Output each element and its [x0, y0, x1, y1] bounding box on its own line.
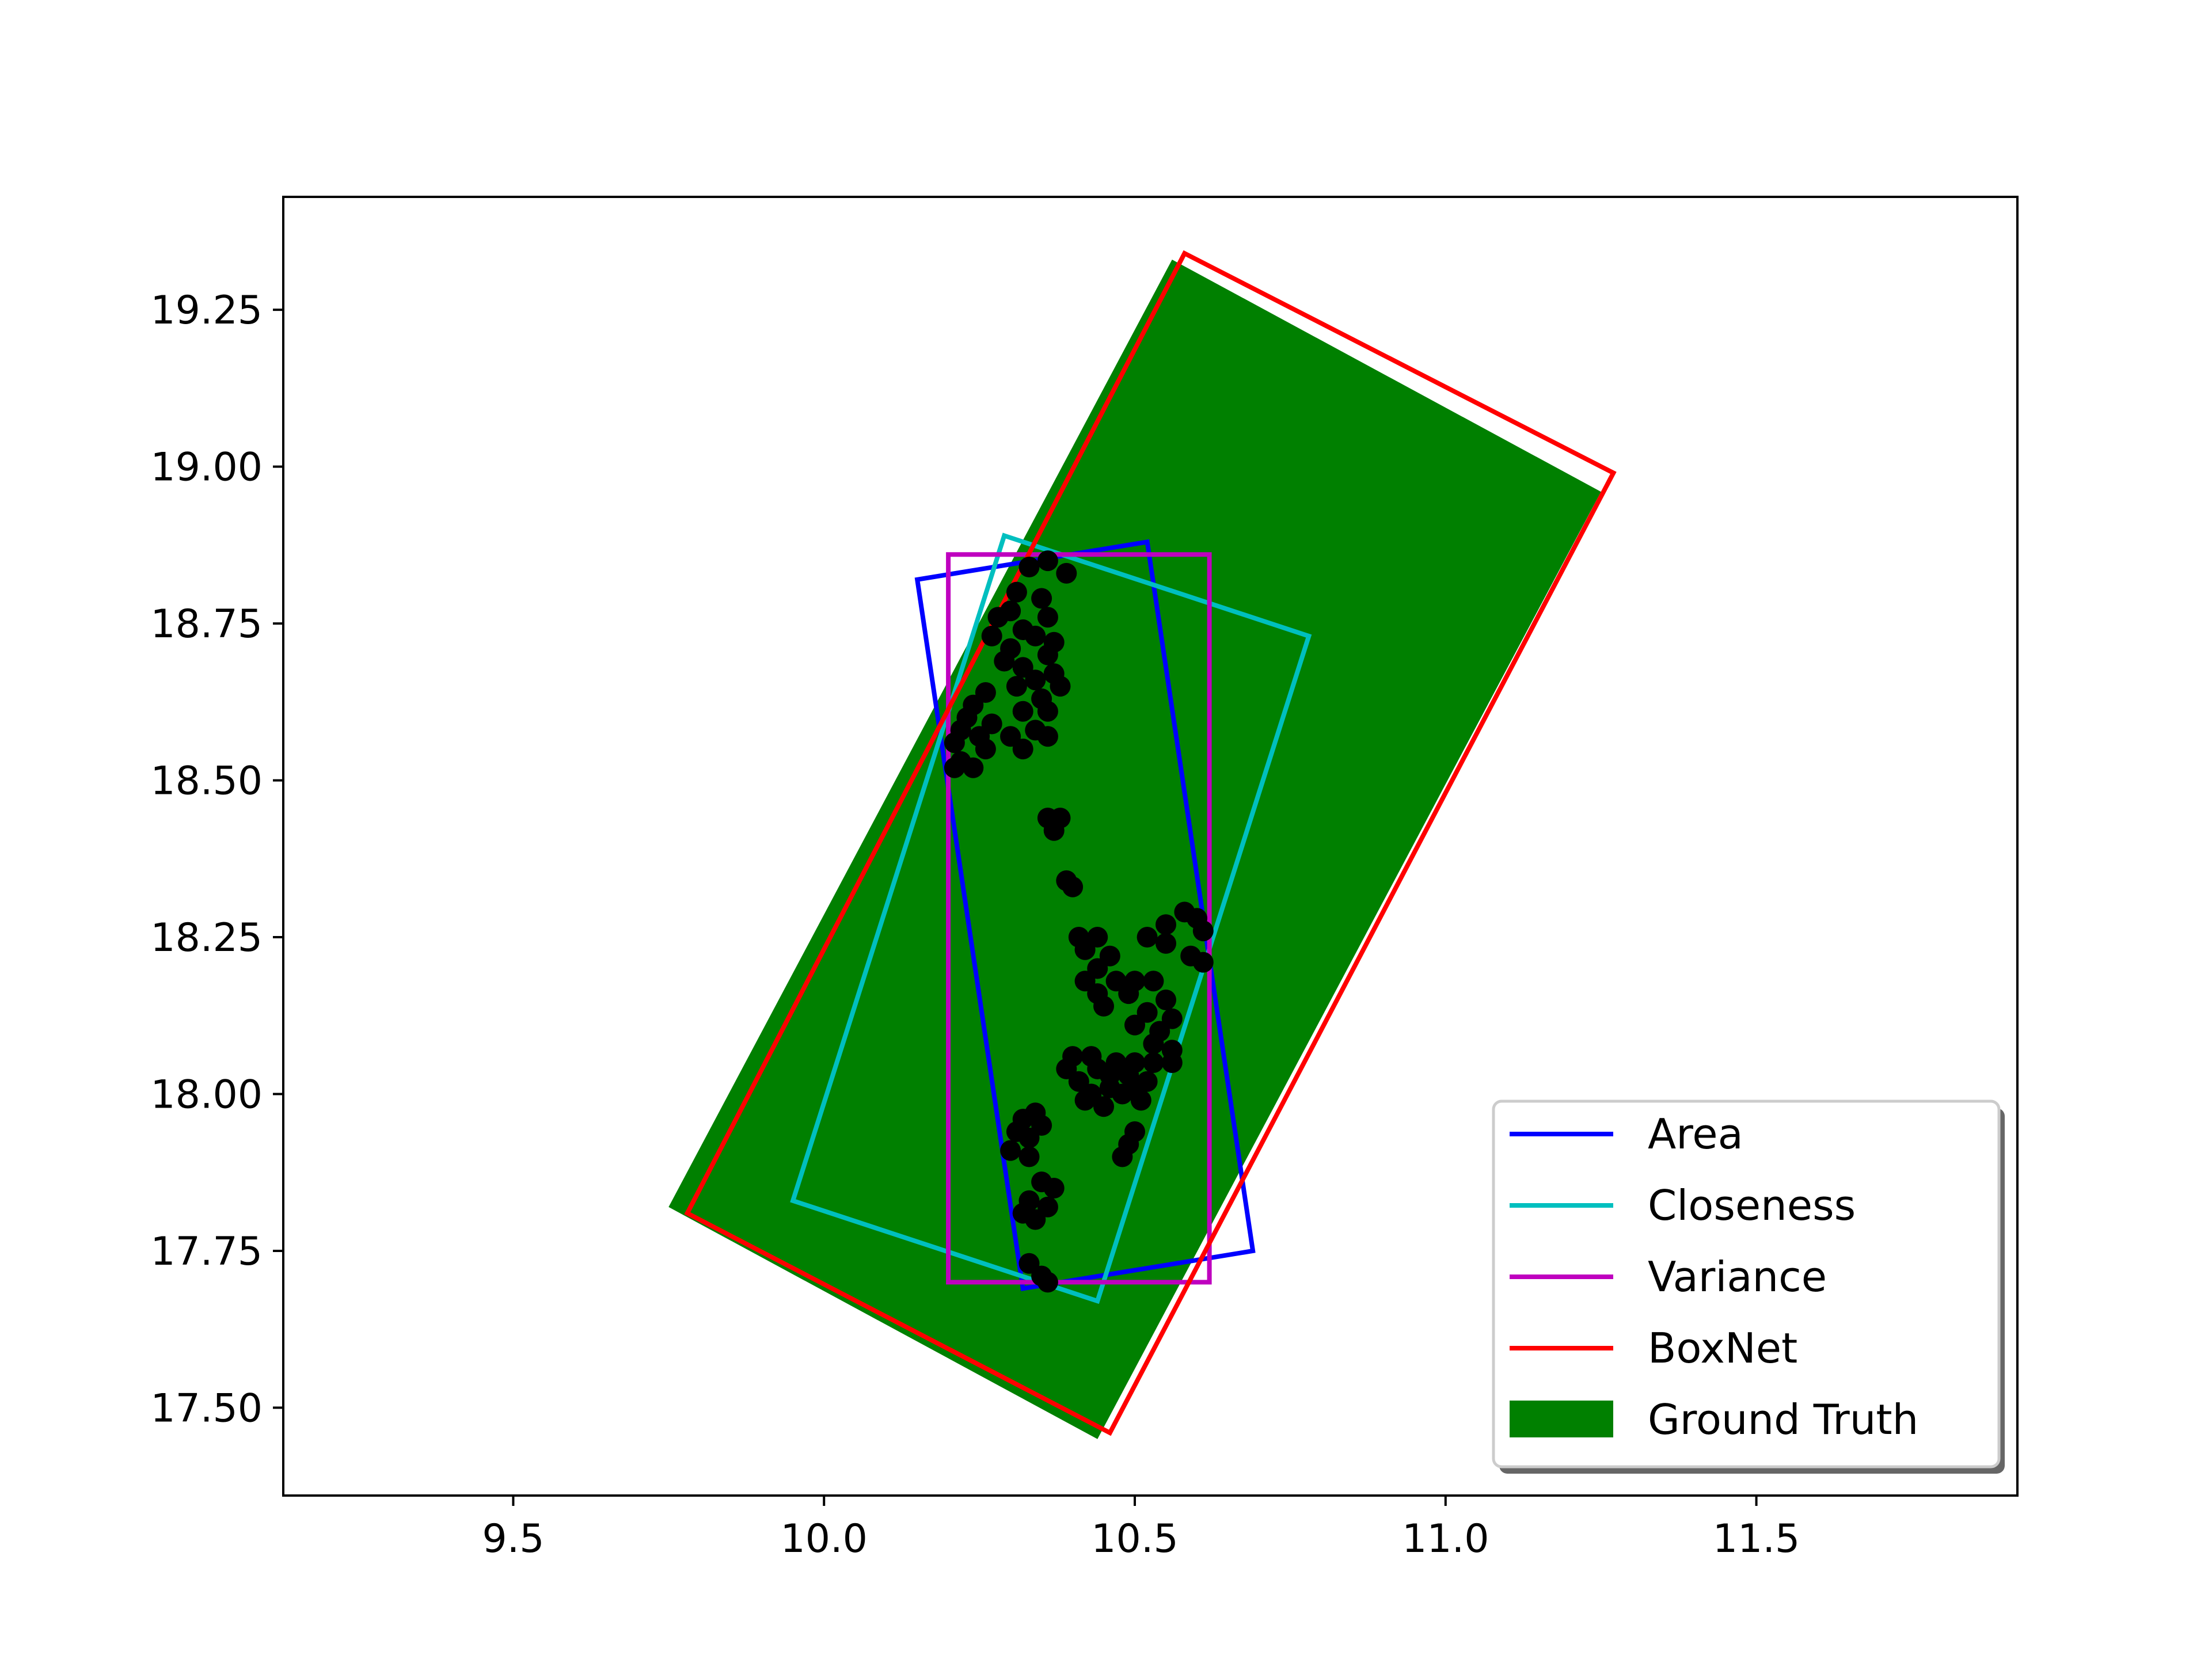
- data-point: [1018, 557, 1040, 577]
- x-tick-label: 11.0: [1402, 1516, 1489, 1562]
- legend: Area Closeness Variance BoxNet Ground Tr…: [1492, 1099, 2005, 1474]
- data-point: [1006, 581, 1027, 603]
- data-point: [1050, 676, 1071, 697]
- y-tick-label: 18.25: [150, 915, 263, 961]
- legend-label-ground-truth: Ground Truth: [1648, 1395, 1918, 1444]
- y-tick-label: 19.00: [150, 445, 263, 490]
- data-point: [1037, 607, 1058, 628]
- data-point: [1156, 914, 1176, 935]
- data-point: [1093, 995, 1114, 1017]
- x-tick-label: 10.0: [781, 1516, 868, 1562]
- y-tick-label: 18.00: [150, 1072, 263, 1117]
- axes-frame: [282, 196, 2019, 1497]
- data-point: [1112, 1083, 1133, 1105]
- legend-swatch-ground-truth: [1510, 1401, 1613, 1437]
- data-point: [994, 650, 1015, 672]
- data-point: [1137, 927, 1158, 948]
- data-point: [1006, 676, 1027, 697]
- data-point: [1000, 1140, 1021, 1161]
- x-tick-label: 11.5: [1713, 1516, 1800, 1562]
- legend-box: [1492, 1099, 2001, 1468]
- data-point: [1056, 562, 1077, 584]
- data-point: [1093, 1096, 1114, 1117]
- data-point: [1031, 588, 1052, 609]
- series-boxnet-box: [684, 250, 1617, 1436]
- data-point: [1192, 920, 1214, 942]
- data-point: [975, 739, 996, 760]
- y-tick-label: 19.25: [150, 288, 263, 333]
- data-point: [944, 757, 965, 778]
- data-point: [944, 732, 965, 754]
- series-ground-truth-box: [668, 260, 1601, 1439]
- series-variance-box: [946, 552, 1212, 1285]
- legend-label-closeness: Closeness: [1648, 1181, 1856, 1230]
- y-tick-label: 18.75: [150, 602, 263, 647]
- data-point: [1025, 1209, 1046, 1230]
- data-point: [1037, 1272, 1058, 1293]
- data-point: [1156, 933, 1176, 954]
- y-tick-label: 18.50: [150, 759, 263, 804]
- data-point: [1037, 550, 1058, 572]
- scatter-points: [944, 550, 1214, 1293]
- data-point: [1037, 726, 1058, 747]
- data-point: [1124, 1014, 1145, 1036]
- data-point: [981, 625, 1002, 646]
- data-point: [1156, 990, 1176, 1010]
- data-point: [1143, 1033, 1164, 1055]
- data-point: [1074, 1090, 1096, 1111]
- legend-label-area: Area: [1648, 1110, 1743, 1158]
- data-point: [1012, 701, 1033, 722]
- y-tick-label: 17.75: [150, 1229, 263, 1274]
- legend-label-boxnet: BoxNet: [1648, 1324, 1797, 1372]
- data-point: [987, 607, 1009, 628]
- data-point: [1143, 1052, 1164, 1073]
- data-point: [1043, 820, 1065, 841]
- data-point: [1062, 876, 1084, 897]
- data-point: [1018, 1146, 1040, 1167]
- x-tick-label: 10.5: [1091, 1516, 1178, 1562]
- data-point: [1012, 739, 1033, 760]
- data-point: [1161, 1052, 1183, 1073]
- data-point: [1037, 701, 1058, 722]
- y-axis: 17.50 17.75 18.00 18.25 18.50 18.75 19.00 19.25: [150, 288, 283, 1431]
- data-point: [1025, 669, 1046, 691]
- legend-label-variance: Variance: [1648, 1253, 1827, 1301]
- x-tick-label: 9.5: [482, 1516, 544, 1562]
- data-point: [1025, 625, 1046, 646]
- data-point: [1143, 971, 1164, 992]
- data-point: [1130, 1090, 1151, 1111]
- data-point: [1018, 1127, 1040, 1148]
- data-point: [1192, 952, 1214, 973]
- data-point: [1037, 644, 1058, 665]
- data-point: [963, 757, 984, 778]
- data-point: [1112, 1146, 1133, 1167]
- data-point: [1074, 939, 1096, 960]
- y-tick-label: 17.50: [150, 1386, 263, 1431]
- x-axis: 9.5 10.0 10.5 11.0 11.5: [482, 1496, 1800, 1562]
- data-point: [1118, 983, 1139, 1005]
- plot-area: [668, 250, 1617, 1439]
- data-point: [1043, 1178, 1065, 1199]
